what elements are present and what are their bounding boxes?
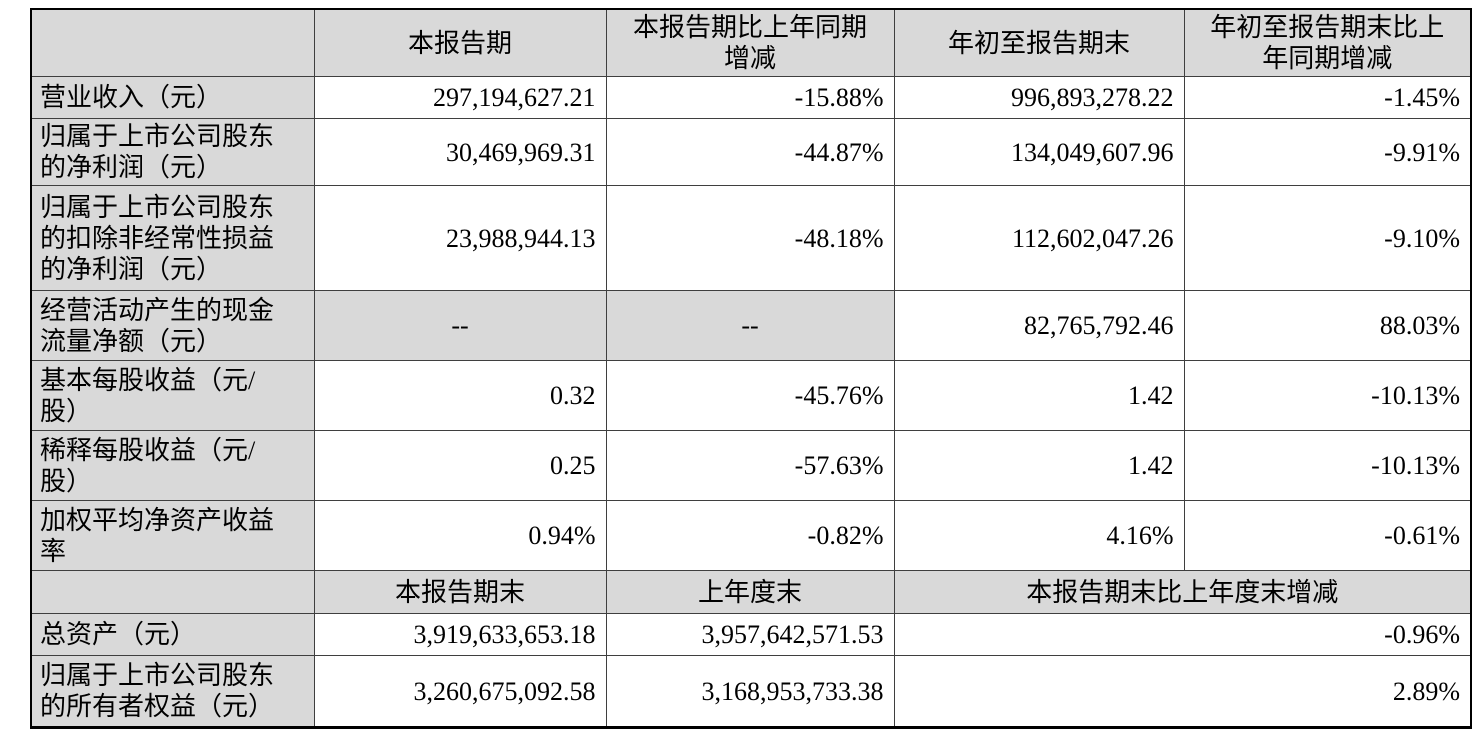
cell-current-period: 0.94%: [313, 500, 607, 571]
row-label: 经营活动产生的现金 流量净额（元）: [30, 290, 315, 361]
cell-ytd: 82,765,792.46: [893, 290, 1185, 361]
cell-prior-year-end: 3,957,642,571.53: [605, 613, 895, 656]
column-header-ytd-yoy-change: 年初至报告期末比上 年同期增减: [1183, 8, 1472, 77]
row-label: 基本每股收益（元/ 股）: [30, 360, 315, 431]
column-header-yoy-change: 本报告期比上年同期 增减: [605, 8, 895, 77]
cell-current-period: --: [313, 290, 607, 361]
column-header-current-period: 本报告期: [313, 8, 607, 77]
row-label: 加权平均净资产收益 率: [30, 500, 315, 571]
row-label: 营业收入（元）: [30, 76, 315, 119]
table-row-weighted-avg-roe: 加权平均净资产收益 率 0.94% -0.82% 4.16% -0.61%: [30, 500, 1472, 571]
row-label: 归属于上市公司股东 的所有者权益（元）: [30, 655, 315, 728]
cell-prior-year-end: 3,168,953,733.38: [605, 655, 895, 728]
row-label: 归属于上市公司股东 的净利润（元）: [30, 118, 315, 186]
table-row-operating-cash-flow: 经营活动产生的现金 流量净额（元） -- -- 82,765,792.46 88…: [30, 290, 1472, 361]
cell-current-period: 297,194,627.21: [313, 76, 607, 119]
cell-period-end: 3,919,633,653.18: [313, 613, 607, 656]
cell-ytd: 134,049,607.96: [893, 118, 1185, 186]
cell-yoy-change: --: [605, 290, 895, 361]
cell-yoy-change: -45.76%: [605, 360, 895, 431]
cell-current-period: 0.25: [313, 430, 607, 501]
table-row-total-assets: 总资产（元） 3,919,633,653.18 3,957,642,571.53…: [30, 613, 1472, 656]
column-header-period-end: 本报告期末: [313, 570, 607, 614]
cell-ytd-yoy-change: -1.45%: [1183, 76, 1472, 119]
cell-yoy-change: -48.18%: [605, 185, 895, 291]
cell-ytd-yoy-change: -0.61%: [1183, 500, 1472, 571]
cell-ytd-yoy-change: -10.13%: [1183, 430, 1472, 501]
column-header-change-vs-prior-year-end: 本报告期末比上年度末增减: [893, 570, 1472, 614]
corner-cell: [30, 8, 315, 77]
row-label: 总资产（元）: [30, 613, 315, 656]
cell-ytd: 112,602,047.26: [893, 185, 1185, 291]
table-row-net-profit: 归属于上市公司股东 的净利润（元） 30,469,969.31 -44.87% …: [30, 118, 1472, 186]
cell-change-vs-prior-year-end: 2.89%: [893, 655, 1472, 728]
cell-ytd: 996,893,278.22: [893, 76, 1185, 119]
corner-cell: [30, 570, 315, 614]
cell-current-period: 30,469,969.31: [313, 118, 607, 186]
cell-yoy-change: -15.88%: [605, 76, 895, 119]
cell-yoy-change: -0.82%: [605, 500, 895, 571]
table-header-row-period: 本报告期 本报告期比上年同期 增减 年初至报告期末 年初至报告期末比上 年同期增…: [30, 8, 1472, 77]
cell-ytd-yoy-change: -9.91%: [1183, 118, 1472, 186]
financial-summary-table: 本报告期 本报告期比上年同期 增减 年初至报告期末 年初至报告期末比上 年同期增…: [30, 8, 1472, 729]
table-row-net-profit-excl-nonrecurring: 归属于上市公司股东 的扣除非经常性损益 的净利润（元） 23,988,944.1…: [30, 185, 1472, 291]
cell-current-period: 0.32: [313, 360, 607, 431]
row-label: 归属于上市公司股东 的扣除非经常性损益 的净利润（元）: [30, 185, 315, 291]
column-header-prior-year-end: 上年度末: [605, 570, 895, 614]
cell-ytd: 1.42: [893, 430, 1185, 501]
table-header-row-period-end: 本报告期末 上年度末 本报告期末比上年度末增减: [30, 570, 1472, 614]
cell-ytd-yoy-change: -9.10%: [1183, 185, 1472, 291]
table-row-equity-attributable-to-shareholders: 归属于上市公司股东 的所有者权益（元） 3,260,675,092.58 3,1…: [30, 655, 1472, 728]
cell-yoy-change: -44.87%: [605, 118, 895, 186]
cell-current-period: 23,988,944.13: [313, 185, 607, 291]
cell-change-vs-prior-year-end: -0.96%: [893, 613, 1472, 656]
cell-ytd-yoy-change: -10.13%: [1183, 360, 1472, 431]
row-label: 稀释每股收益（元/ 股）: [30, 430, 315, 501]
table-row-basic-eps: 基本每股收益（元/ 股） 0.32 -45.76% 1.42 -10.13%: [30, 360, 1472, 431]
table-row-operating-revenue: 营业收入（元） 297,194,627.21 -15.88% 996,893,2…: [30, 76, 1472, 119]
cell-ytd: 1.42: [893, 360, 1185, 431]
column-header-ytd: 年初至报告期末: [893, 8, 1185, 77]
financial-summary-section: 本报告期 本报告期比上年同期 增减 年初至报告期末 年初至报告期末比上 年同期增…: [30, 8, 1472, 729]
table-row-diluted-eps: 稀释每股收益（元/ 股） 0.25 -57.63% 1.42 -10.13%: [30, 430, 1472, 501]
cell-ytd: 4.16%: [893, 500, 1185, 571]
cell-ytd-yoy-change: 88.03%: [1183, 290, 1472, 361]
cell-period-end: 3,260,675,092.58: [313, 655, 607, 728]
cell-yoy-change: -57.63%: [605, 430, 895, 501]
